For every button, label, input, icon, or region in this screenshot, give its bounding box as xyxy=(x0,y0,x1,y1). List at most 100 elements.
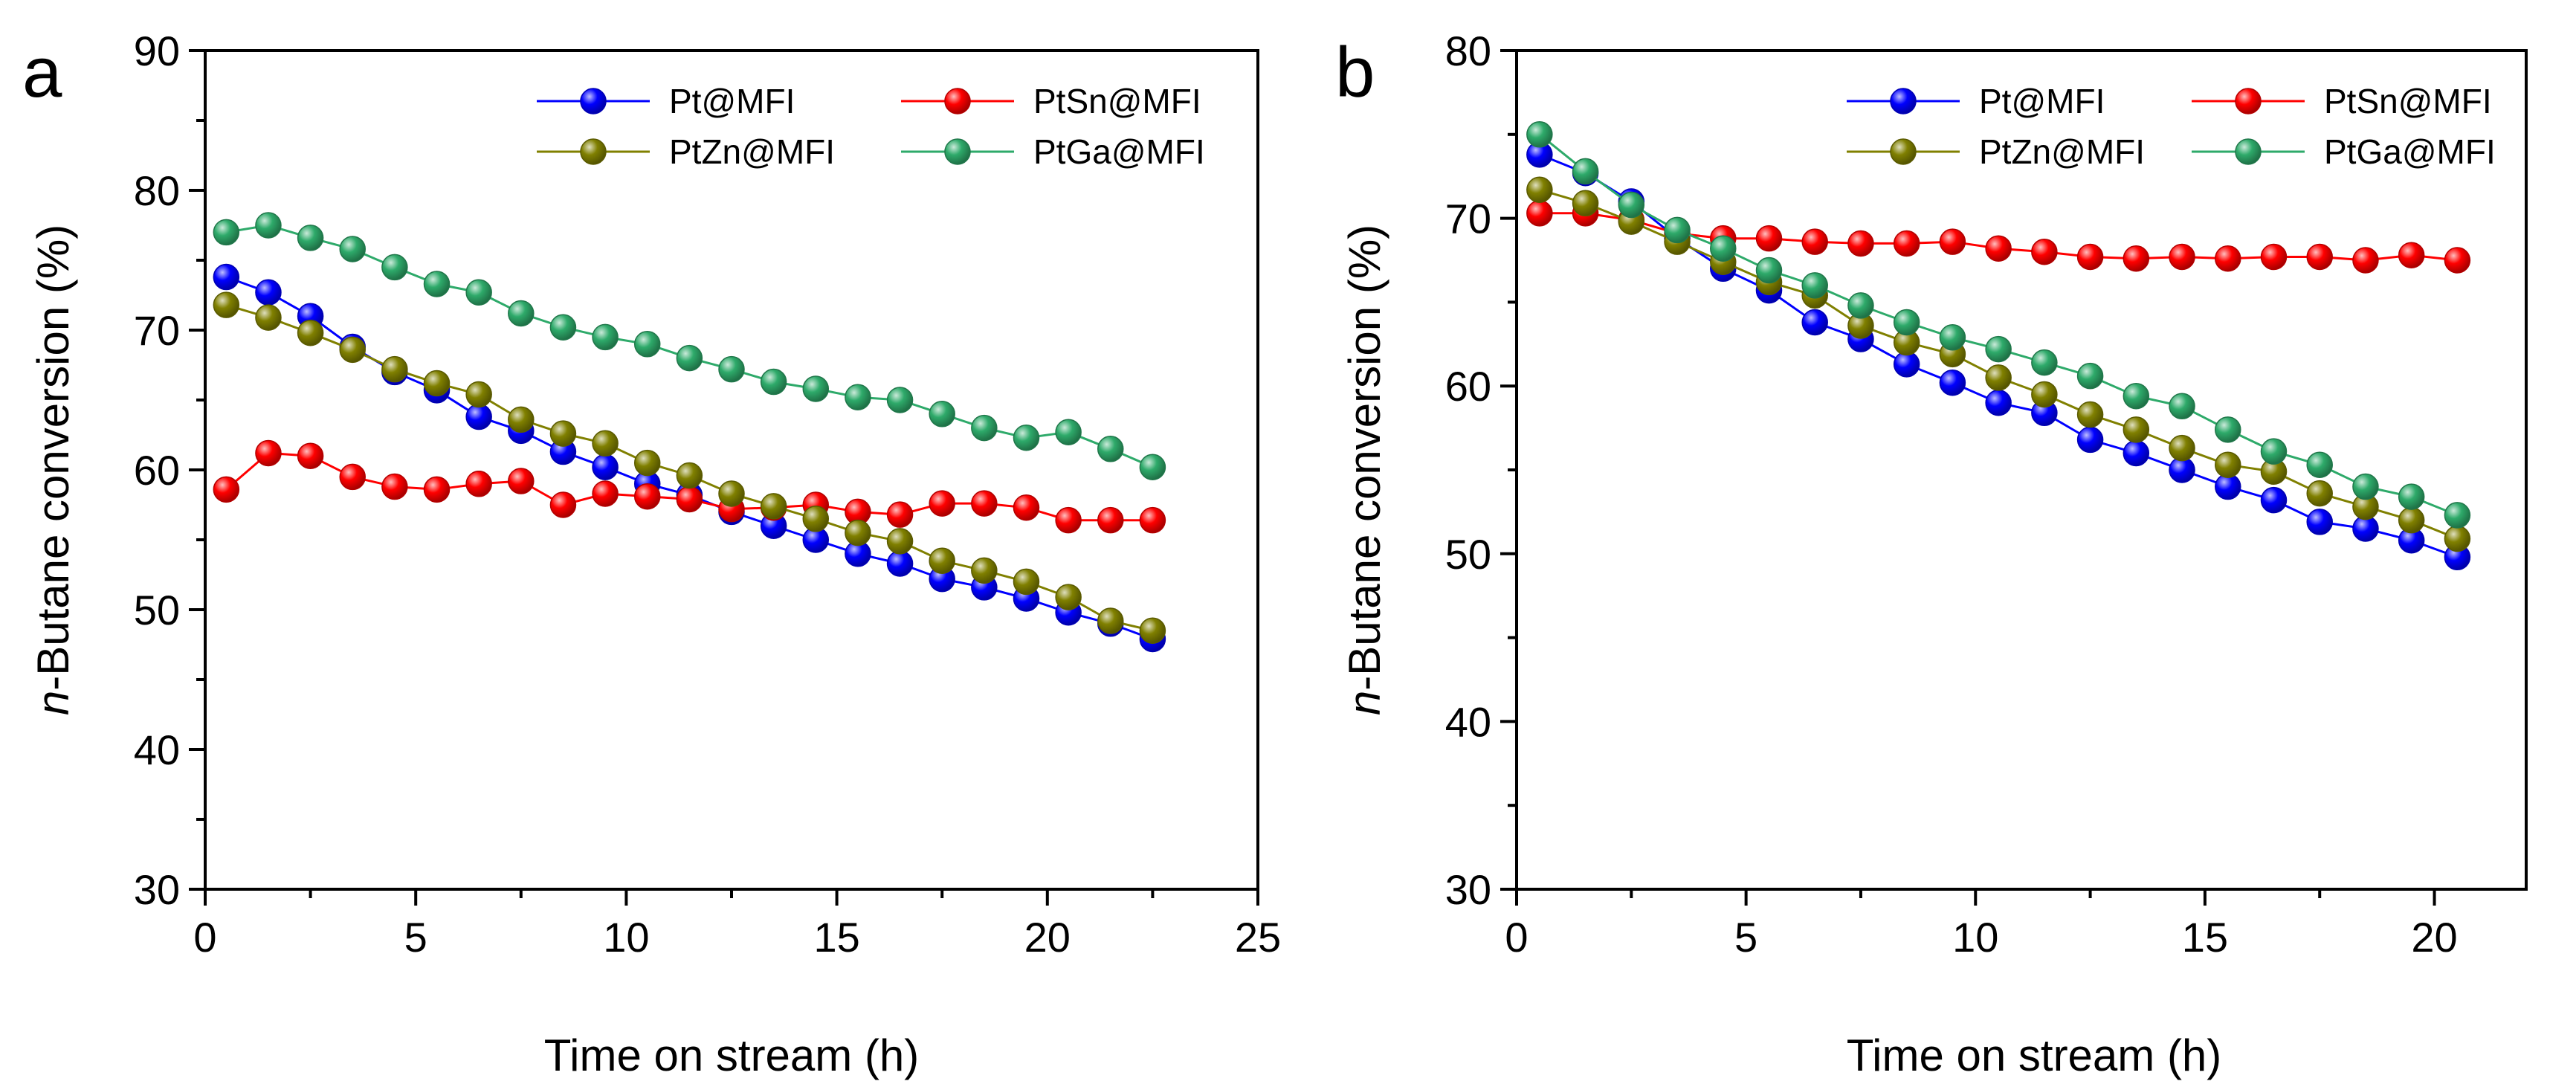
data-point xyxy=(676,462,703,489)
y-tick-label: 30 xyxy=(134,866,180,913)
data-point xyxy=(2306,451,2333,478)
plot-frame xyxy=(1515,49,2528,891)
data-point xyxy=(2306,243,2333,271)
data-point xyxy=(423,476,451,503)
y-tick-label: 70 xyxy=(134,307,180,354)
x-tick-label: 20 xyxy=(2411,914,2457,961)
data-point xyxy=(381,473,408,500)
data-point xyxy=(465,403,492,430)
data-point xyxy=(2444,247,2471,274)
data-point xyxy=(1985,390,2012,416)
data-point xyxy=(1939,228,1966,255)
data-point xyxy=(381,355,408,383)
y-tick-label: 30 xyxy=(1445,866,1491,913)
data-point xyxy=(1055,506,1082,534)
data-point xyxy=(592,454,619,480)
data-point xyxy=(1847,230,1874,257)
data-point xyxy=(760,368,787,396)
data-point xyxy=(1939,369,1966,396)
data-point xyxy=(2076,401,2104,428)
data-point xyxy=(1526,200,1553,227)
data-point xyxy=(2076,362,2104,390)
x-tick-label: 25 xyxy=(1235,914,1281,961)
data-point xyxy=(971,490,998,517)
x-tick-label: 20 xyxy=(1024,914,1071,961)
data-point xyxy=(886,387,914,413)
data-point xyxy=(929,490,955,517)
data-point xyxy=(2444,525,2471,552)
y-tick-label: 60 xyxy=(134,447,180,494)
data-point xyxy=(676,344,703,372)
data-point xyxy=(465,471,492,497)
legend-label: PtSn@MFI xyxy=(2324,82,2492,120)
data-point xyxy=(718,355,745,383)
data-point xyxy=(633,331,661,358)
legend-entry: PtGa@MFI xyxy=(2192,132,2496,171)
data-point xyxy=(929,401,955,428)
x-axis-title: Time on stream (h) xyxy=(1847,1030,2222,1080)
data-point xyxy=(718,480,745,507)
legend-marker xyxy=(944,138,971,165)
data-point xyxy=(1618,191,1645,219)
data-point xyxy=(549,314,577,341)
y-tick-label: 60 xyxy=(1445,363,1491,410)
data-point xyxy=(2398,506,2425,534)
data-point xyxy=(802,375,830,402)
y-tick-label: 80 xyxy=(134,167,180,214)
data-point xyxy=(1985,335,2012,363)
data-point xyxy=(339,463,366,491)
data-point xyxy=(2260,438,2288,465)
data-point xyxy=(1097,436,1124,462)
series-PtGa@MFI xyxy=(1526,121,2471,529)
data-point xyxy=(971,557,998,584)
chart-panel-a: a 0 5 10 15 20 25 30 40 50 60 70 80 90 Time on stream … xyxy=(22,28,1281,1080)
data-point xyxy=(886,550,914,577)
legend-label: PtGa@MFI xyxy=(2324,132,2496,171)
data-point xyxy=(1097,607,1124,634)
y-axis-title-italic: n xyxy=(28,691,78,715)
data-point xyxy=(2123,416,2150,443)
legend-entry: Pt@MFI xyxy=(1847,82,2105,120)
series-PtZn@MFI xyxy=(213,291,1166,644)
data-point xyxy=(2076,426,2104,454)
data-point xyxy=(213,263,240,291)
data-point xyxy=(1526,176,1553,203)
data-point xyxy=(465,381,492,408)
data-point xyxy=(2444,502,2471,529)
data-point xyxy=(2260,243,2288,271)
data-point xyxy=(592,430,619,457)
data-point xyxy=(1013,425,1040,451)
data-point xyxy=(2352,473,2379,500)
data-point xyxy=(1526,121,1553,148)
legend-marker xyxy=(580,138,607,165)
data-point xyxy=(1801,272,1828,299)
legend-marker xyxy=(944,88,971,114)
x-tick-label: 10 xyxy=(603,914,649,961)
data-point xyxy=(1572,190,1599,217)
legend-label: PtSn@MFI xyxy=(1033,82,1201,120)
data-point xyxy=(1710,235,1737,262)
data-point xyxy=(760,493,787,520)
data-point xyxy=(255,212,282,239)
y-tick-label: 70 xyxy=(1445,196,1491,242)
data-point xyxy=(1572,158,1599,185)
data-point xyxy=(1139,617,1166,644)
x-tick-label: 5 xyxy=(404,914,427,961)
data-point xyxy=(255,304,282,331)
x-tick-label: 0 xyxy=(193,914,216,961)
data-point xyxy=(2123,382,2150,410)
legend-marker xyxy=(2235,88,2262,114)
y-tick-label: 90 xyxy=(134,28,180,74)
data-point xyxy=(508,468,535,494)
data-point xyxy=(1139,454,1166,480)
legend-label: Pt@MFI xyxy=(1979,82,2105,120)
data-point xyxy=(213,476,240,503)
legend-marker xyxy=(1890,138,1917,165)
data-point xyxy=(886,528,914,555)
x-tick-label: 10 xyxy=(1952,914,1998,961)
data-point xyxy=(971,414,998,442)
data-point xyxy=(2398,242,2425,268)
data-point xyxy=(297,442,324,469)
data-point xyxy=(633,483,661,510)
y-axis-title: n-Butane conversion (%) xyxy=(28,225,78,715)
